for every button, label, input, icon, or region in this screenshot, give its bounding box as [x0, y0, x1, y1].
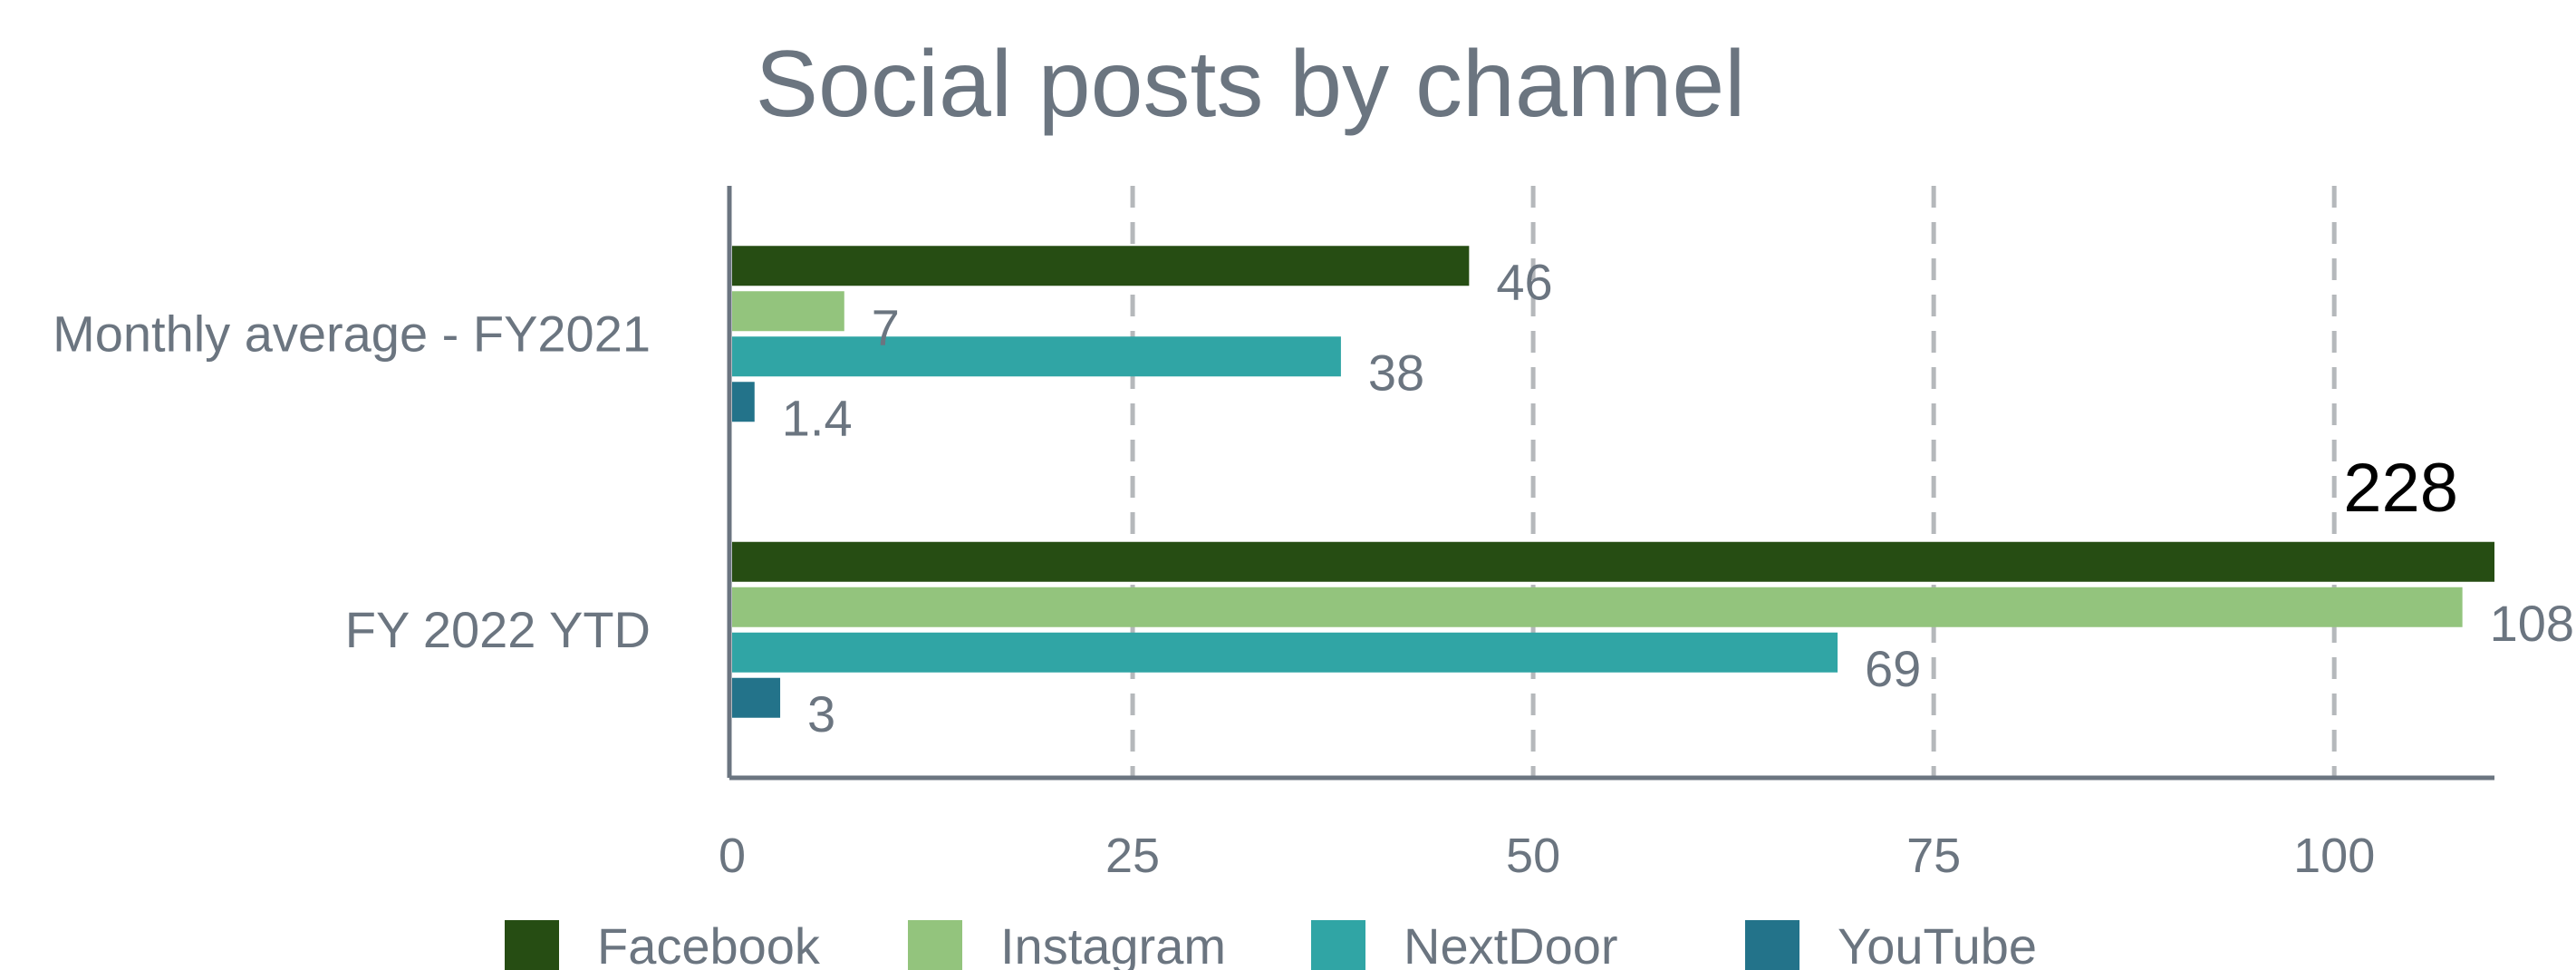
legend: Facebook Instagram NextDoor YouTube [505, 917, 2037, 970]
legend-swatch [1311, 920, 1365, 970]
legend-swatch [1745, 920, 1799, 970]
grid-lines [1130, 186, 2337, 778]
chart-title: Social posts by channel [756, 32, 1746, 137]
bar-instagram [732, 291, 844, 332]
bar-instagram [732, 587, 2463, 627]
bar-facebook [732, 541, 2494, 582]
data-label: 1.4 [782, 389, 853, 446]
legend-swatch [908, 920, 962, 970]
bar-nextdoor [732, 336, 1341, 377]
bar-youtube [732, 677, 781, 718]
bar-youtube [732, 382, 755, 422]
bar-facebook [732, 246, 1470, 286]
bar-nextdoor [732, 632, 1838, 673]
legend-label: Facebook [597, 917, 821, 970]
data-labels: 46 7 38 1.4 228 108 69 3 [782, 253, 2574, 742]
data-label: 69 [1865, 640, 1921, 697]
data-label: 108 [2490, 595, 2574, 652]
bars [732, 246, 2494, 718]
x-tick-label: 0 [719, 829, 746, 883]
data-label: 7 [872, 298, 900, 355]
legend-label: NextDoor [1404, 917, 1618, 970]
data-label: 3 [807, 685, 835, 742]
data-label: 228 [2343, 450, 2458, 527]
x-tick-label: 25 [1105, 829, 1160, 883]
category-label: Monthly average - FY2021 [53, 305, 651, 362]
legend-swatch [505, 920, 559, 970]
x-tick-label: 100 [2293, 829, 2375, 883]
data-label: 46 [1496, 253, 1552, 310]
x-axis-ticks: 0 25 50 75 100 [719, 829, 2375, 883]
x-tick-label: 50 [1506, 829, 1560, 883]
x-tick-label: 75 [1906, 829, 1961, 883]
category-labels: Monthly average - FY2021 FY 2022 YTD [53, 305, 651, 658]
category-label: FY 2022 YTD [345, 601, 651, 658]
data-label: 38 [1368, 344, 1424, 401]
legend-label: YouTube [1838, 917, 2037, 970]
legend-label: Instagram [1000, 917, 1226, 970]
